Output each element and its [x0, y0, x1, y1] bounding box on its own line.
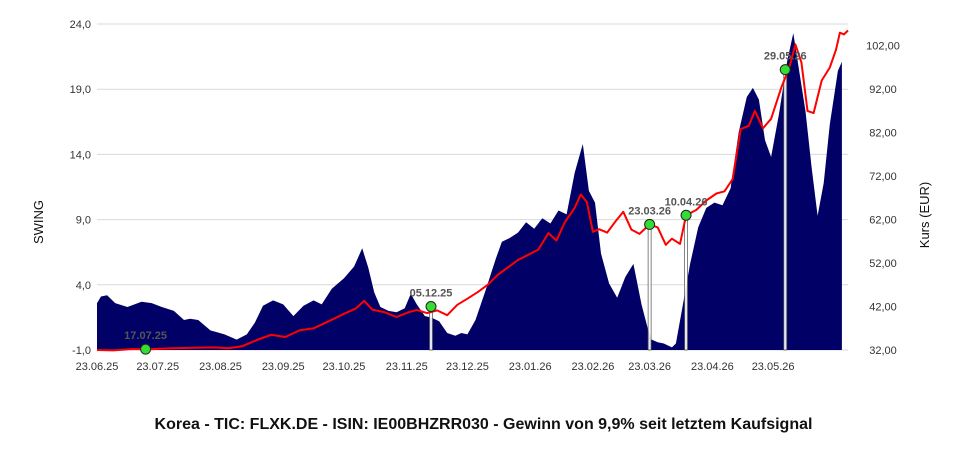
signal-label-0: 17.07.25: [124, 330, 167, 342]
signal-dot-3: [680, 209, 692, 221]
y-right-tick-0: 32,00: [869, 345, 897, 357]
y-left-tick-4: 19,0: [70, 84, 91, 96]
x-tick-0: 23.06.25: [76, 361, 119, 373]
x-tick-3: 23.09.25: [262, 361, 305, 373]
y-left-tick-0: -1,0: [72, 345, 91, 357]
y-left-tick-1: 4,0: [76, 280, 91, 292]
chart-caption: Korea - TIC: FLXK.DE - ISIN: IE00BHZRR03…: [154, 416, 813, 433]
swing-area-series: [97, 33, 842, 350]
y-right-tick-7: 102,00: [866, 41, 900, 53]
x-tick-7: 23.01.26: [509, 361, 552, 373]
kurs-line-series: [96, 29, 849, 352]
x-tick-11: 23.05.26: [752, 361, 795, 373]
x-tick-1: 23.07.25: [136, 361, 179, 373]
x-tick-6: 23.12.25: [446, 361, 489, 373]
signal-dot-4: [779, 64, 791, 76]
y-axis-right-title: Kurs (EUR): [917, 182, 932, 248]
y-right-tick-5: 82,00: [869, 128, 897, 140]
y-axis-right-ticks: 32,00 42,00 52,00 62,00 72,00 82,00 92,00 102,0…: [866, 41, 900, 357]
x-tick-4: 23.10.25: [323, 361, 366, 373]
x-tick-10: 23.04.26: [691, 361, 734, 373]
y-right-tick-6: 92,00: [869, 84, 897, 96]
y-axis-left-title: SWING: [31, 200, 46, 244]
y-right-tick-1: 42,00: [869, 302, 897, 314]
y-axis-left-ticks: -1,0 4,0 9,0 14,0 19,0 24,0: [70, 19, 91, 357]
y-left-tick-5: 24,0: [70, 19, 91, 31]
y-left-tick-3: 14,0: [70, 149, 91, 161]
signal-line-4: [783, 69, 788, 351]
signal-label-4: 29.05.26: [764, 51, 807, 63]
signal-dot-1: [425, 301, 437, 313]
signal-dot-2: [644, 218, 656, 230]
signal-line-2: [647, 223, 652, 351]
signal-label-3: 10.04.26: [665, 196, 708, 208]
signal-label-1: 05.12.25: [410, 288, 453, 300]
signal-dot-0: [140, 343, 152, 355]
kurs-line: [96, 29, 849, 352]
y-right-tick-2: 52,00: [869, 258, 897, 270]
chart: 17.07.2505.12.2523.03.2610.04.2629.05.26…: [31, 19, 932, 373]
y-right-tick-4: 72,00: [869, 171, 897, 183]
x-axis-ticks: 23.06.25 23.07.25 23.08.25 23.09.25 23.10.25…: [76, 361, 795, 373]
y-right-tick-3: 62,00: [869, 215, 897, 227]
x-tick-8: 23.02.26: [572, 361, 615, 373]
signal-label-2: 23.03.26: [628, 205, 671, 217]
y-left-tick-2: 9,0: [76, 215, 91, 227]
x-tick-9: 23.03.26: [628, 361, 671, 373]
signal-line-3: [684, 214, 688, 351]
x-tick-5: 23.11.25: [386, 361, 428, 373]
swing-area: [97, 33, 842, 350]
x-tick-2: 23.08.25: [199, 361, 242, 373]
